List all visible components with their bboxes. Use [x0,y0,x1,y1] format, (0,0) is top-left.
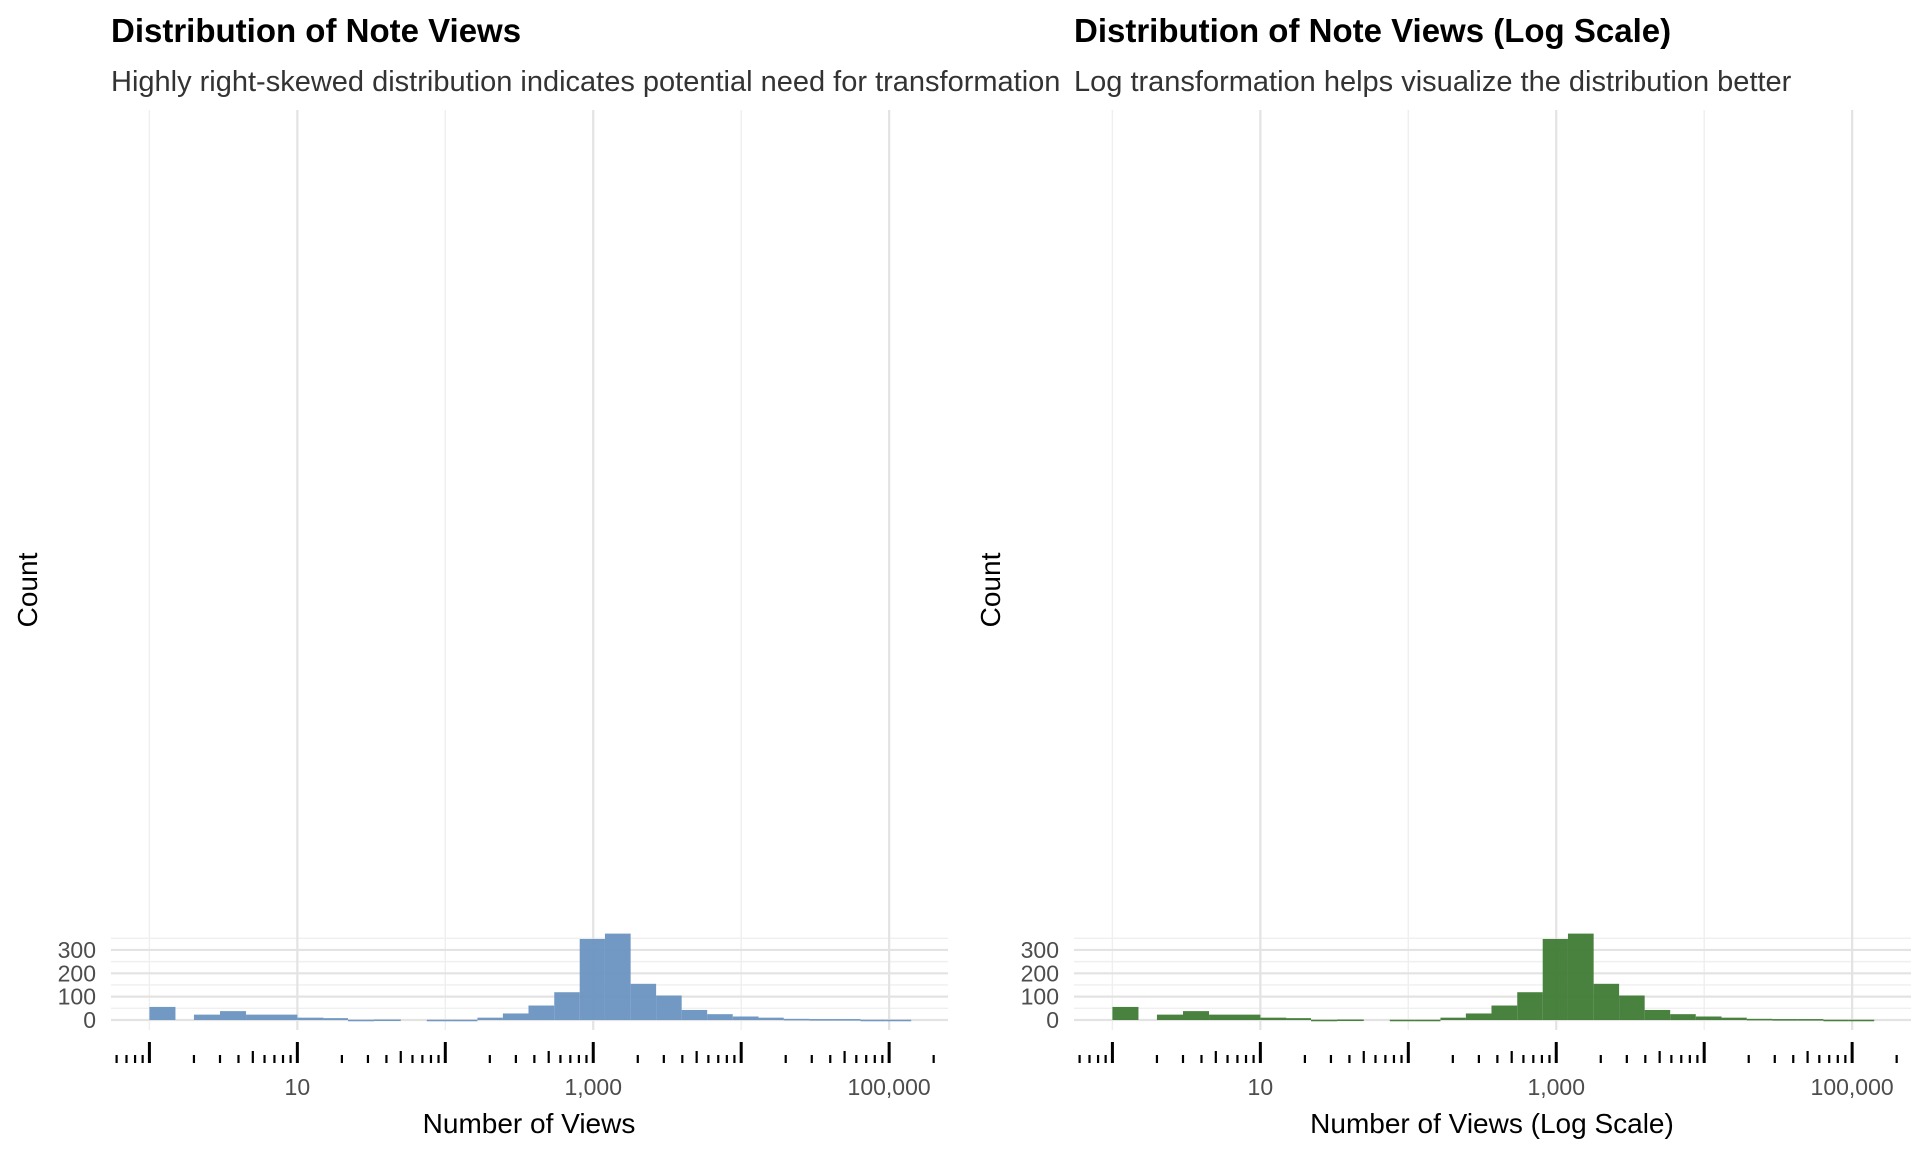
histogram-bar [1567,933,1594,1020]
histogram-bar [1823,1019,1849,1022]
x-axis-title: Number of Views (Log Scale) [1310,1108,1674,1139]
histogram-bar [758,1017,784,1020]
histogram-bar [1772,1019,1798,1021]
x-axis-tick-labels: 10 1,000 100,000 [1248,1074,1894,1100]
histogram-bar [604,933,631,1020]
histogram-bar [297,1017,324,1020]
chart-title: Distribution of Note Views [111,12,521,49]
histogram-bar [1721,1017,1747,1020]
histogram-bar [1491,1005,1518,1020]
x-tick-label: 10 [285,1074,311,1100]
x-tick-label: 1,000 [564,1074,622,1100]
histogram-bars [149,933,912,1022]
histogram-bar [1440,1017,1466,1020]
y-tick-label: 100 [58,984,96,1010]
histogram-bar [348,1019,375,1022]
histogram-bar [1848,1019,1875,1022]
y-axis-title: Count [12,552,43,627]
histogram-bar [1542,938,1568,1020]
x-tick-label: 10 [1248,1074,1274,1100]
histogram-bar [656,995,682,1020]
y-tick-label: 300 [58,937,96,963]
histogram-bar [1209,1014,1261,1020]
y-axis-title: Count [975,552,1006,627]
x-tick-label: 100,000 [1811,1074,1894,1100]
x-axis-tick-labels: 10 1,000 100,000 [285,1074,931,1100]
histogram-bar [1414,1019,1441,1022]
histogram-bar [219,1011,247,1020]
histogram-bar [834,1019,861,1021]
chart-subtitle: Log transformation helps visualize the d… [1074,66,1792,98]
y-tick-label: 200 [1021,960,1059,986]
chart-panel-left: Distribution of Note Views Highly right-… [12,12,1060,1139]
histogram-bar [1286,1018,1312,1020]
histogram-bar [860,1019,886,1022]
histogram-bar [1182,1011,1210,1020]
histogram-bar [1746,1018,1773,1021]
histogram-bar [1644,1009,1671,1020]
rug-ticks [115,1042,935,1063]
histogram-bar [885,1019,912,1022]
histogram-bar [1593,983,1620,1020]
grid-lines [1074,110,1911,1030]
histogram-bar [451,1019,478,1022]
y-tick-label: 200 [58,960,96,986]
histogram-bar [1156,1014,1183,1020]
histogram-bar [707,1014,733,1020]
histogram-bar [477,1017,503,1020]
histogram-bar [1112,1006,1139,1020]
histogram-bar [374,1019,401,1022]
histogram-bar [681,1009,708,1020]
histogram-bar [783,1018,810,1021]
histogram-bar [1465,1013,1492,1020]
x-tick-label: 100,000 [848,1074,931,1100]
histogram-bar [554,992,580,1020]
histogram-bar [1389,1019,1415,1022]
chart-subtitle: Highly right-skewed distribution indicat… [111,66,1060,98]
histogram-bar [1311,1019,1338,1022]
rug-ticks [1078,1042,1898,1063]
x-tick-label: 1,000 [1527,1074,1585,1100]
histogram-bar [1670,1014,1696,1020]
histogram-bar [579,938,605,1020]
chart-title: Distribution of Note Views (Log Scale) [1074,12,1671,49]
y-tick-label: 0 [83,1007,96,1033]
x-axis-title: Number of Views [423,1108,636,1139]
y-tick-label: 100 [1021,984,1059,1010]
histogram-bars [1112,933,1875,1022]
histogram-bar [1619,995,1645,1020]
histogram-bar [323,1018,349,1020]
histogram-bar [149,1006,176,1020]
histogram-bar [246,1014,298,1020]
histogram-bar [426,1019,452,1022]
histogram-bar [1695,1016,1722,1020]
histogram-bar [193,1014,220,1020]
histogram-bar [528,1005,555,1020]
histogram-bar [732,1016,759,1020]
histogram-bar [630,983,657,1020]
histogram-bar [1797,1019,1824,1021]
y-tick-label: 0 [1046,1007,1059,1033]
histogram-bar [1260,1017,1287,1020]
chart-panel-right: Distribution of Note Views (Log Scale) L… [975,12,1911,1139]
histogram-bar [1517,992,1543,1020]
histogram-bar [809,1019,835,1021]
histogram-bar [1337,1019,1364,1022]
histogram-bar [502,1013,529,1020]
y-tick-label: 300 [1021,937,1059,963]
